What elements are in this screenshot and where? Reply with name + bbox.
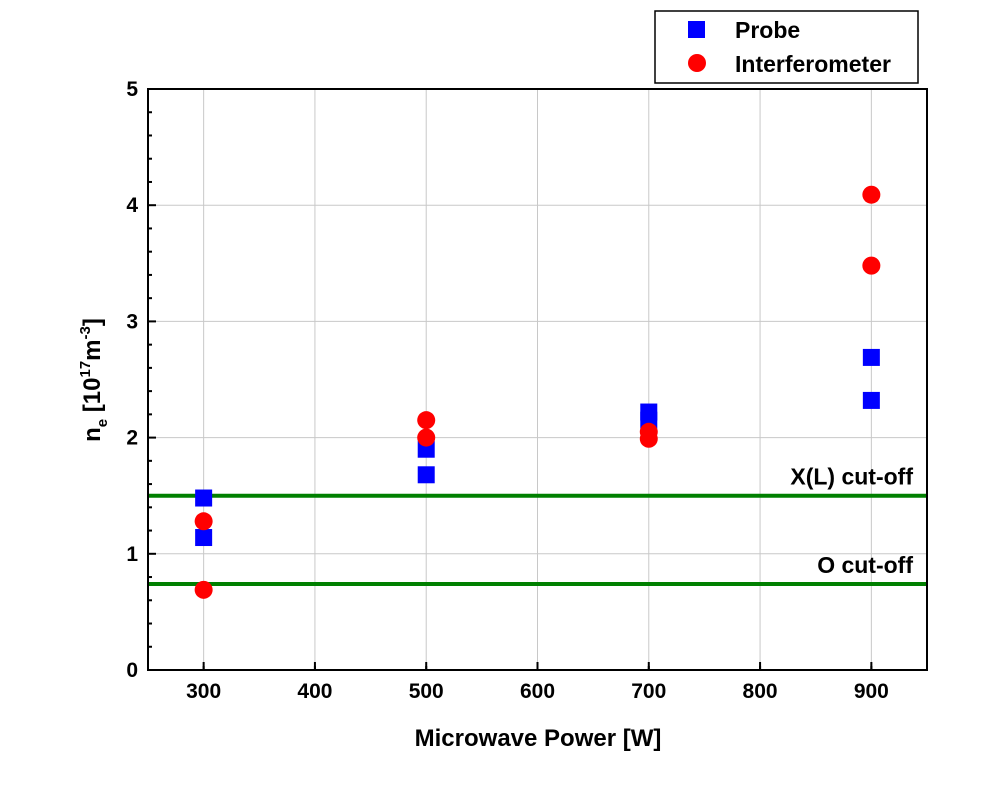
reference-line-label: O cut-off — [817, 552, 913, 578]
x-tick-label: 700 — [631, 680, 666, 703]
y-tick-label: 2 — [126, 427, 138, 450]
data-point-interferometer — [417, 428, 436, 447]
y-axis-title-symbol: n — [79, 427, 106, 442]
data-point-interferometer — [862, 185, 881, 204]
data-point-probe — [862, 391, 880, 409]
legend: Probe Interferometer — [654, 10, 919, 84]
y-axis-title-exponent-1: 17 — [77, 361, 94, 378]
data-point-interferometer — [862, 256, 881, 275]
x-tick-label: 400 — [297, 680, 332, 703]
reference-lines: X(L) cut-off O cut-off — [148, 464, 927, 587]
x-axis-title: Microwave Power [W] — [415, 725, 662, 752]
tick-labels: 300 400 500 600 700 800 900 0 1 2 3 4 5 — [126, 78, 889, 703]
legend-marker-probe — [688, 21, 705, 38]
y-axis-title-unit-open: [10 — [79, 378, 106, 419]
data-point-probe — [862, 348, 880, 366]
data-point-interferometer — [639, 429, 658, 448]
y-axis-title: ne [1017m-3] — [77, 318, 111, 442]
y-axis-title-exponent-2: -3 — [77, 326, 94, 339]
legend-marker-interferometer — [688, 54, 706, 72]
y-tick-label: 3 — [126, 310, 138, 333]
y-axis-title-unit-m: m — [79, 339, 106, 360]
data-point-probe — [195, 489, 213, 507]
x-tick-label: 600 — [520, 680, 555, 703]
y-tick-label: 0 — [126, 659, 138, 682]
x-tick-label: 500 — [409, 680, 444, 703]
x-tick-label: 800 — [743, 680, 778, 703]
legend-label-probe: Probe — [735, 17, 800, 43]
axis-ticks — [148, 88, 873, 671]
data-points — [194, 185, 881, 599]
data-point-interferometer — [194, 512, 213, 531]
data-point-probe — [417, 466, 435, 484]
data-point-interferometer — [194, 580, 213, 599]
data-point-probe — [195, 529, 213, 547]
x-tick-label: 300 — [186, 680, 221, 703]
y-tick-label: 1 — [126, 543, 138, 566]
y-axis-title-subscript: e — [94, 419, 111, 427]
legend-label-interferometer: Interferometer — [735, 51, 891, 77]
y-axis-title-unit-close: ] — [79, 318, 106, 326]
y-tick-label: 5 — [126, 78, 138, 101]
reference-line-label: X(L) cut-off — [790, 464, 913, 490]
y-tick-label: 4 — [126, 194, 138, 217]
data-point-interferometer — [417, 411, 436, 430]
x-tick-label: 900 — [854, 680, 889, 703]
